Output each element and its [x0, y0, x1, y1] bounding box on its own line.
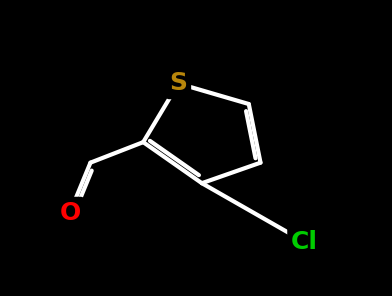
Text: S: S [169, 72, 187, 96]
Text: Cl: Cl [291, 230, 318, 254]
Text: O: O [59, 200, 80, 224]
